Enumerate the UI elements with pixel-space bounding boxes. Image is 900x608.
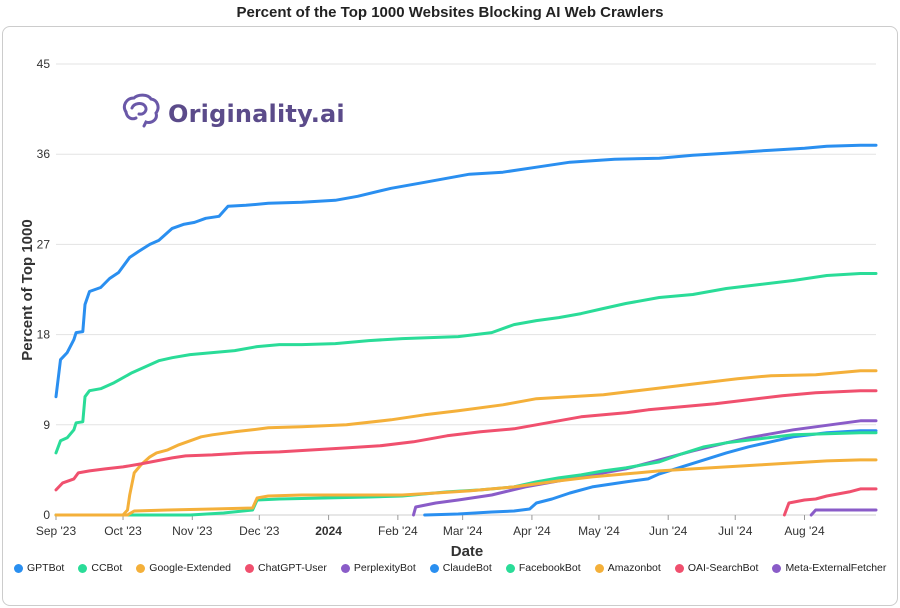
x-axis-title: Date bbox=[451, 543, 484, 560]
legend-marker-icon bbox=[14, 563, 23, 573]
line-chart: 0 9 18 27 36 45 Sep '23 Oct '23 Nov '23 Dec '23 2… bbox=[19, 57, 878, 560]
legend-label: FacebookBot bbox=[518, 562, 581, 574]
legend-item-chatgpt-user[interactable]: ChatGPT-User bbox=[245, 562, 327, 574]
x-tick-label: Apr '24 bbox=[513, 524, 551, 538]
legend-item-google-extended[interactable]: Google-Extended bbox=[136, 562, 231, 574]
legend-label: Meta-ExternalFetcher bbox=[785, 562, 887, 574]
legend-label: GPTBot bbox=[27, 562, 65, 574]
series-line-ccbot bbox=[54, 272, 878, 455]
x-tick-label: Mar '24 bbox=[443, 524, 483, 538]
x-tick-label: Dec '23 bbox=[239, 524, 280, 538]
y-tick-label: 0 bbox=[43, 508, 50, 522]
originality-logo: Originality.ai bbox=[118, 92, 345, 135]
legend-item-oai-searchbot[interactable]: OAI-SearchBot bbox=[674, 562, 759, 574]
series-line-google-extended bbox=[54, 369, 878, 517]
legend-item-ccbot[interactable]: CCBot bbox=[78, 562, 122, 574]
series-line-claudebot bbox=[423, 429, 878, 517]
y-tick-label: 18 bbox=[37, 328, 51, 342]
x-tick-label: Sep '23 bbox=[36, 524, 77, 538]
legend-label: CCBot bbox=[91, 562, 123, 574]
y-tick-label: 45 bbox=[37, 57, 51, 71]
legend-item-claudebot[interactable]: ClaudeBot bbox=[429, 562, 492, 574]
legend-label: OAI-SearchBot bbox=[687, 562, 759, 574]
x-axis-ticks: Sep '23 Oct '23 Nov '23 Dec '23 2024 Feb '24 M… bbox=[36, 515, 825, 538]
x-tick-label: Jun '24 bbox=[649, 524, 688, 538]
legend-marker-icon bbox=[245, 563, 255, 573]
legend-marker-icon bbox=[136, 563, 146, 573]
logo-text: Originality.ai bbox=[168, 99, 345, 128]
series-line-meta-externalfetcher bbox=[809, 508, 878, 517]
y-tick-label: 9 bbox=[43, 418, 50, 432]
legend-label: PerplexityBot bbox=[353, 562, 416, 574]
series-line-amazonbot bbox=[54, 458, 878, 517]
series-line-facebookbot bbox=[54, 431, 878, 517]
brain-logo-icon bbox=[118, 92, 162, 135]
legend-item-gptbot[interactable]: GPTBot bbox=[14, 562, 64, 574]
legend-label: Google-Extended bbox=[149, 562, 232, 574]
x-tick-label: 2024 bbox=[315, 524, 342, 538]
series-line-oai-searchbot bbox=[782, 487, 878, 517]
x-tick-label: Nov '23 bbox=[172, 524, 213, 538]
y-tick-label: 27 bbox=[37, 237, 51, 251]
legend-marker-icon bbox=[674, 563, 684, 573]
series-lines bbox=[54, 143, 878, 517]
x-tick-label: May '24 bbox=[578, 524, 620, 538]
x-tick-label: Aug '24 bbox=[784, 524, 825, 538]
legend-marker-icon bbox=[594, 563, 604, 573]
series-line-perplexitybot bbox=[412, 419, 878, 517]
y-tick-label: 36 bbox=[37, 147, 51, 161]
legend-item-perplexitybot[interactable]: PerplexityBot bbox=[340, 562, 416, 574]
legend-marker-icon bbox=[505, 563, 515, 573]
legend-marker-icon bbox=[429, 563, 439, 573]
legend-item-meta-externalfetcher[interactable]: Meta-ExternalFetcher bbox=[772, 562, 886, 574]
legend-marker-icon bbox=[772, 563, 782, 573]
x-tick-label: Oct '23 bbox=[104, 524, 142, 538]
x-tick-label: Jul '24 bbox=[718, 524, 753, 538]
legend-label: ChatGPT-User bbox=[258, 562, 327, 574]
x-tick-label: Feb '24 bbox=[378, 524, 418, 538]
series-line-chatgpt-user bbox=[54, 389, 878, 492]
legend-label: ClaudeBot bbox=[442, 562, 492, 574]
y-axis-ticks: 0 9 18 27 36 45 bbox=[37, 57, 51, 522]
legend: GPTBot CCBot Google-Extended ChatGPT-User Pe… bbox=[14, 562, 894, 574]
legend-item-facebookbot[interactable]: FacebookBot bbox=[505, 562, 581, 574]
legend-marker-icon bbox=[78, 563, 88, 573]
legend-marker-icon bbox=[340, 563, 350, 573]
legend-label: Amazonbot bbox=[607, 562, 661, 574]
legend-item-amazonbot[interactable]: Amazonbot bbox=[594, 562, 661, 574]
series-line-gptbot bbox=[54, 143, 878, 399]
y-axis-title: Percent of Top 1000 bbox=[19, 219, 36, 360]
chart-title: Percent of the Top 1000 Websites Blockin… bbox=[236, 4, 664, 21]
